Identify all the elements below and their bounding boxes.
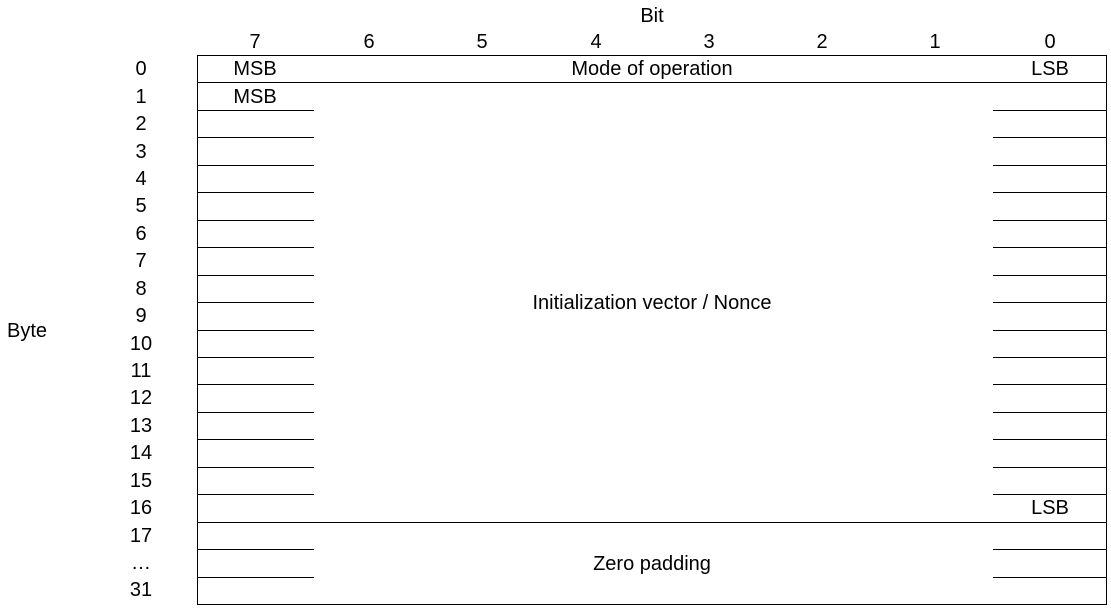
iv-nonce-label: Initialization vector / Nonce bbox=[532, 292, 772, 314]
byte-row-line-right bbox=[993, 165, 1106, 166]
byte-row-line-left bbox=[197, 467, 314, 468]
byte-row-line-right bbox=[993, 110, 1106, 111]
mode-of-operation-label: Mode of operation bbox=[571, 58, 733, 80]
byte-number: 9 bbox=[135, 305, 147, 327]
bit-number-6: 6 bbox=[363, 31, 375, 53]
byte-number: 0 bbox=[135, 58, 147, 80]
byte-row-line-right bbox=[993, 439, 1106, 440]
byte-number: 14 bbox=[129, 442, 153, 464]
bit-number-3: 3 bbox=[703, 31, 715, 53]
byte-row-line-right bbox=[993, 494, 1106, 495]
frame-bottom-border bbox=[197, 604, 1107, 605]
byte-number: 7 bbox=[135, 250, 147, 272]
byte-row-line-left bbox=[197, 137, 314, 138]
byte-row-line-right bbox=[993, 412, 1106, 413]
byte-row-line-left bbox=[197, 384, 314, 385]
byte-number: 8 bbox=[135, 278, 147, 300]
frame-top-border bbox=[197, 55, 1107, 56]
byte-row-line-right bbox=[993, 384, 1106, 385]
byte-row-line-left bbox=[197, 192, 314, 193]
byte-number: 12 bbox=[129, 387, 153, 409]
byte-row-line-right bbox=[993, 467, 1106, 468]
bit-number-2: 2 bbox=[816, 31, 828, 53]
byte-row-line-right bbox=[993, 330, 1106, 331]
byte-row-line-left bbox=[197, 110, 314, 111]
byte-number: 17 bbox=[129, 525, 153, 547]
byte-row-line-left bbox=[197, 165, 314, 166]
byte-row-line-right bbox=[993, 577, 1106, 578]
byte-row-line-right bbox=[993, 192, 1106, 193]
byte-number: 2 bbox=[135, 113, 147, 135]
bit-number-0: 0 bbox=[1044, 31, 1056, 53]
byte-row-line-right bbox=[993, 302, 1106, 303]
iv-msb-label: MSB bbox=[233, 86, 277, 108]
byte-row-line-left bbox=[197, 439, 314, 440]
byte-row-line-left bbox=[197, 577, 314, 578]
byte-number: 10 bbox=[129, 333, 153, 355]
frame-right-border bbox=[1106, 55, 1107, 605]
iv-lsb-label: LSB bbox=[1031, 497, 1069, 519]
mode-field-bottom-line bbox=[197, 82, 1107, 83]
byte-row-line-right bbox=[993, 220, 1106, 221]
byte-row-line-left bbox=[197, 302, 314, 303]
byte-row-line-right bbox=[993, 549, 1106, 550]
byte-number: 13 bbox=[129, 415, 153, 437]
mode-lsb-label: LSB bbox=[1031, 58, 1069, 80]
zero-padding-label: Zero padding bbox=[593, 553, 711, 575]
iv-field-bottom-line bbox=[197, 522, 1107, 523]
bit-number-1: 1 bbox=[929, 31, 941, 53]
byte-number: 5 bbox=[135, 195, 147, 217]
bit-axis-title: Bit bbox=[640, 5, 664, 27]
byte-number: 4 bbox=[135, 168, 147, 190]
byte-row-line-left bbox=[197, 357, 314, 358]
mode-msb-label: MSB bbox=[233, 58, 277, 80]
byte-axis-title: Byte bbox=[6, 320, 48, 342]
byte-number: 31 bbox=[129, 579, 153, 601]
byte-row-line-left bbox=[197, 330, 314, 331]
byte-row-line-right bbox=[993, 247, 1106, 248]
byte-row-line-left bbox=[197, 412, 314, 413]
byte-row-line-right bbox=[993, 275, 1106, 276]
bit-number-4: 4 bbox=[590, 31, 602, 53]
byte-row-line-left bbox=[197, 220, 314, 221]
bit-number-5: 5 bbox=[476, 31, 488, 53]
byte-number: 6 bbox=[135, 223, 147, 245]
byte-row-line-right bbox=[993, 137, 1106, 138]
byte-row-line-left bbox=[197, 494, 314, 495]
byte-row-line-left bbox=[197, 275, 314, 276]
byte-number: 1 bbox=[135, 86, 147, 108]
byte-number: 16 bbox=[129, 497, 153, 519]
byte-number: 11 bbox=[130, 360, 152, 382]
byte-number: 15 bbox=[129, 470, 153, 492]
byte-row-line-left bbox=[197, 247, 314, 248]
byte-number: … bbox=[131, 552, 151, 574]
byte-row-line-right bbox=[993, 357, 1106, 358]
byte-row-line-left bbox=[197, 549, 314, 550]
byte-number: 3 bbox=[135, 141, 147, 163]
bit-number-7: 7 bbox=[249, 31, 261, 53]
